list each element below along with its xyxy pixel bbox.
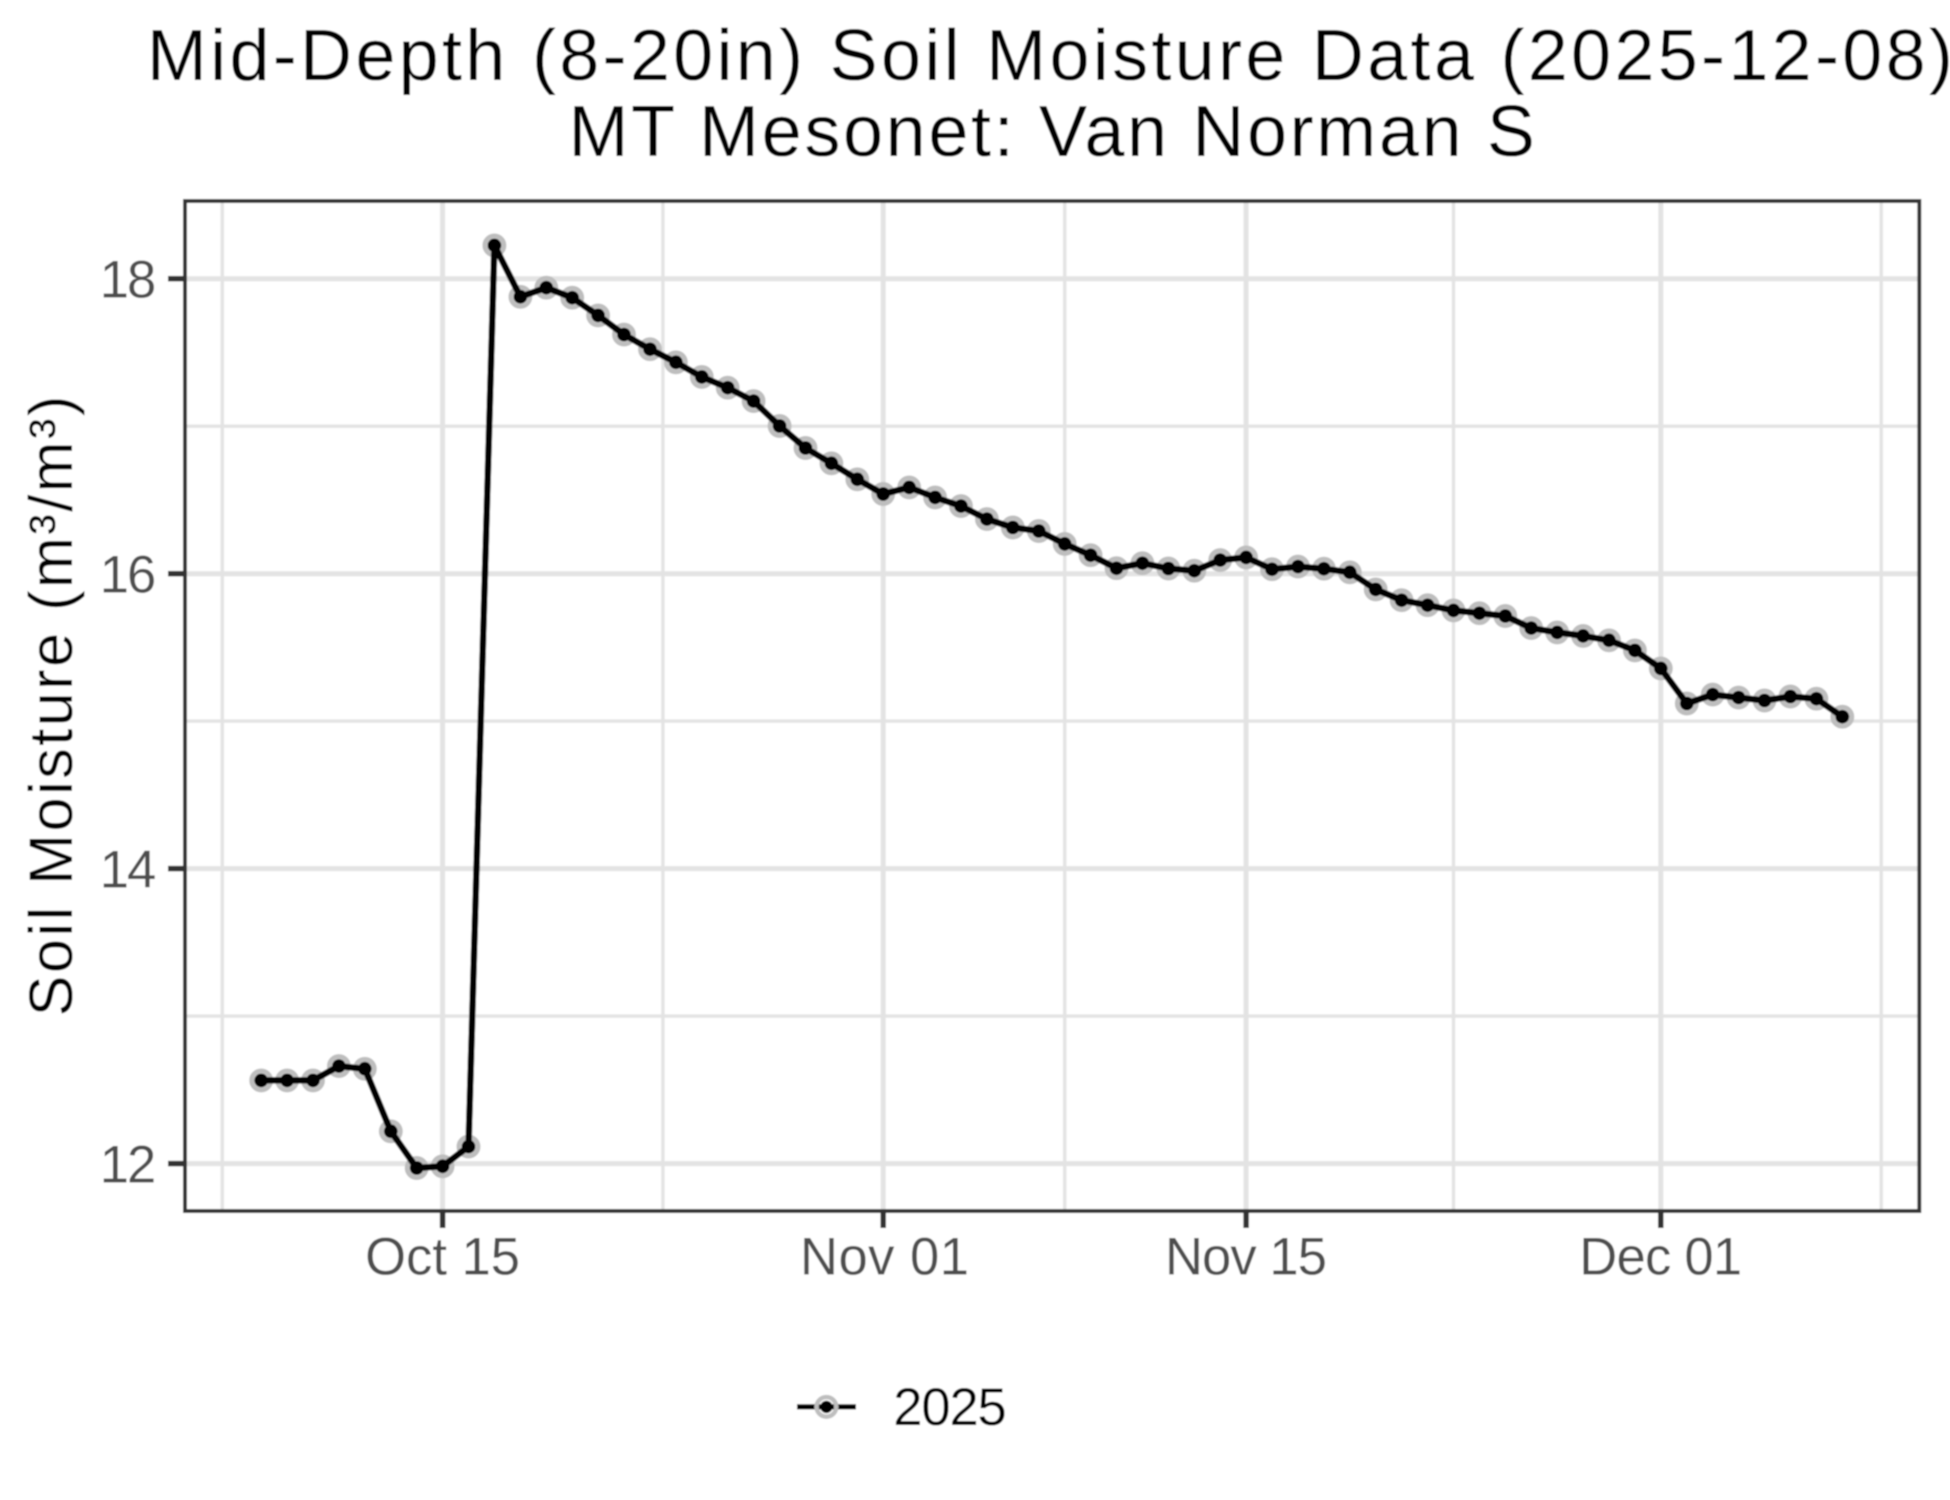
- svg-text:14: 14: [100, 840, 157, 899]
- svg-text:12: 12: [100, 1135, 157, 1194]
- svg-text:Nov 01: Nov 01: [800, 1228, 969, 1287]
- svg-text:MT Mesonet: Van Norman S: MT Mesonet: Van Norman S: [568, 92, 1535, 172]
- svg-text:Nov 15: Nov 15: [1165, 1228, 1327, 1287]
- svg-text:18: 18: [100, 251, 157, 310]
- svg-text:Soil Moisture (m³/m³): Soil Moisture (m³/m³): [17, 396, 85, 1017]
- svg-text:2025: 2025: [893, 1378, 1007, 1437]
- svg-text:Dec 01: Dec 01: [1579, 1228, 1742, 1287]
- svg-text:16: 16: [100, 546, 157, 605]
- svg-text:Oct 15: Oct 15: [365, 1228, 520, 1287]
